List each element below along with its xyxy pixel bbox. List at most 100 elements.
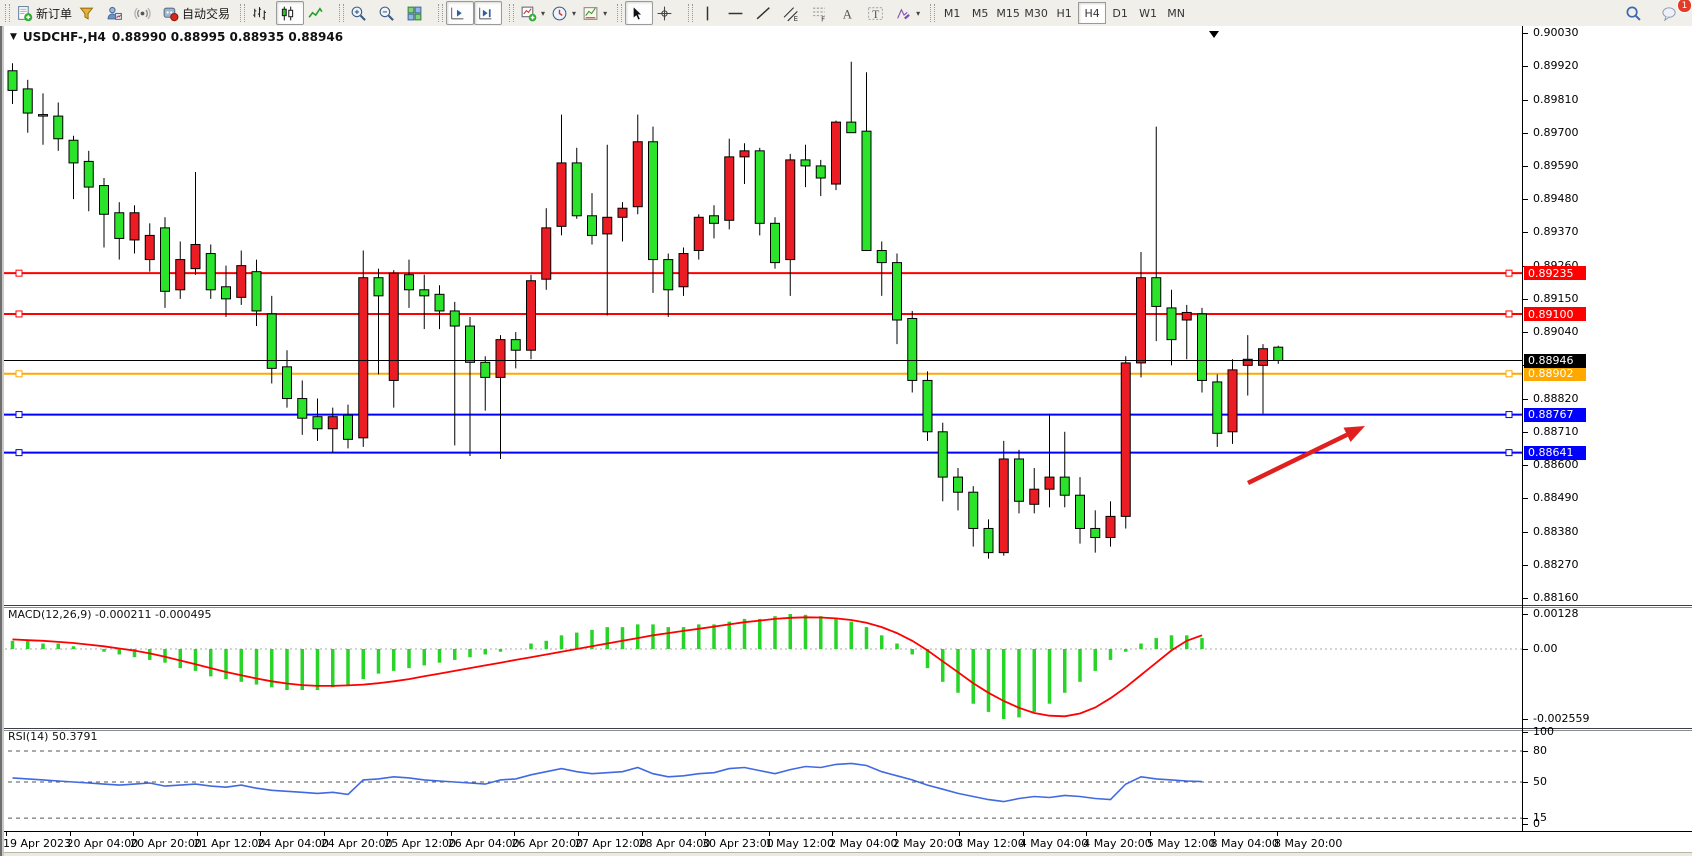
price-label-resistance-line: 0.89235 (1524, 266, 1586, 281)
text-button[interactable]: A (836, 1, 864, 25)
candle-body (617, 207, 628, 218)
timeframe-m15-button[interactable]: M15 (996, 6, 1020, 20)
new-order-button[interactable]: 新订单 (13, 1, 75, 25)
line-anchor-handle[interactable] (1505, 370, 1513, 378)
chevron-down-icon[interactable]: ▼ (10, 32, 17, 42)
line-anchor-handle[interactable] (15, 310, 23, 318)
timeframe-group: M1 M5 M15 M30 H1 H4 D1 W1 MN (925, 0, 1192, 26)
line-chart-button[interactable] (304, 1, 332, 25)
auto-trading-button[interactable]: 自动交易 (159, 1, 233, 25)
dropdown-caret-icon[interactable]: ▾ (572, 8, 577, 18)
chat-icon[interactable]: 1 (1658, 0, 1692, 25)
timeframe-h4-button[interactable]: H4 (1078, 2, 1107, 24)
line-anchor-handle[interactable] (1505, 269, 1513, 277)
templates-button[interactable]: ▾ (579, 1, 610, 25)
candle-body (358, 277, 369, 439)
dropdown-caret-icon[interactable]: ▾ (541, 8, 546, 18)
candle-body (388, 272, 399, 381)
line-anchor-handle[interactable] (15, 411, 23, 419)
support-line[interactable] (0, 411, 1522, 419)
time-label: 26 Apr 04:00 (447, 837, 520, 850)
zoom-in-button[interactable] (347, 1, 375, 25)
resistance-line[interactable] (0, 310, 1522, 318)
auto-scroll-button[interactable] (446, 1, 475, 25)
candle-body (7, 70, 18, 91)
crosshair-button[interactable] (653, 1, 681, 25)
profiles-button[interactable] (103, 1, 131, 25)
candle-body (983, 527, 994, 554)
horizontal-line-button[interactable] (724, 1, 752, 25)
timeframe-m1-button[interactable]: M1 (943, 6, 961, 20)
price-tick (1523, 165, 1528, 167)
price-axis[interactable]: 0.90030 0.89920 0.89810 0.89700 0.89590 0.894… (1523, 26, 1692, 831)
price-tick-label: 0.88380 (1533, 524, 1579, 538)
label-icon: T (867, 5, 884, 22)
price-tick-label: 0.89700 (1533, 125, 1579, 139)
candle-body (205, 253, 216, 291)
timeframe-h1-button[interactable]: H1 (1056, 6, 1072, 20)
candle (1120, 356, 1131, 529)
equidistant-channel-button[interactable]: E (780, 1, 808, 25)
timeframe-w1-button[interactable]: W1 (1139, 6, 1158, 20)
chart-shift-button[interactable] (474, 1, 503, 25)
candle-body (251, 271, 262, 312)
resistance-line[interactable] (0, 269, 1522, 277)
line-anchor-handle[interactable] (15, 449, 23, 457)
svg-text:T: T (872, 7, 879, 20)
line-anchor-handle[interactable] (15, 370, 23, 378)
line-anchor-handle[interactable] (15, 269, 23, 277)
timeframe-d1-button[interactable]: D1 (1112, 6, 1128, 20)
vertical-line-button[interactable] (696, 1, 724, 25)
time-label: 2 May 20:00 (892, 837, 962, 850)
dropdown-caret-icon[interactable]: ▾ (603, 8, 608, 18)
candle (221, 265, 231, 317)
bar-chart-button[interactable] (248, 1, 276, 25)
candle-body (343, 414, 353, 440)
line-anchor-handle[interactable] (1505, 411, 1513, 419)
tile-windows-button[interactable] (403, 1, 431, 25)
text-label-button[interactable]: T (864, 1, 892, 25)
candlestick-chart-button[interactable] (276, 1, 305, 25)
time-axis[interactable]: 19 Apr 2023 20 Apr 04:00 20 Apr 20:00 21 Ap… (0, 831, 1692, 852)
clock-icon (551, 5, 568, 22)
candle-body (800, 159, 811, 167)
candle-body (846, 121, 857, 134)
line-anchor-handle[interactable] (1505, 449, 1513, 457)
trend-arrow[interactable] (1247, 426, 1365, 486)
add-indicator-icon (520, 5, 537, 22)
toolbar-right: 1 (1622, 0, 1692, 26)
price-label-support-line: 0.88767 (1524, 407, 1586, 422)
price-tick (1523, 33, 1528, 34)
signals-button[interactable] (131, 1, 159, 25)
pane-divider[interactable] (0, 605, 1692, 606)
line-anchor-handle[interactable] (1505, 310, 1513, 318)
timeframe-mn-button[interactable]: MN (1167, 6, 1185, 20)
timeframe-m5-button[interactable]: M5 (971, 6, 989, 20)
arrows-button[interactable]: ▾ (892, 1, 923, 25)
add-indicator-button[interactable]: ▾ (517, 1, 548, 25)
cursor-button[interactable] (625, 1, 654, 25)
funnel-button[interactable] (75, 1, 103, 25)
dropdown-caret-icon[interactable]: ▾ (916, 8, 921, 18)
macd-tick (1523, 719, 1528, 720)
trendline-button[interactable] (752, 1, 780, 25)
tile-icon (406, 5, 423, 22)
price-tick-label: 0.88600 (1533, 458, 1579, 471)
fibonacci-button[interactable]: F (808, 1, 836, 25)
candle (38, 93, 48, 145)
zoom-out-button[interactable] (375, 1, 403, 25)
chart-shift-marker[interactable] (1209, 31, 1219, 38)
support-line[interactable] (0, 449, 1522, 457)
periods-button[interactable]: ▾ (548, 1, 579, 25)
pivot-line[interactable] (0, 370, 1522, 378)
rsi-tick-label: 50 (1533, 775, 1547, 788)
pane-divider[interactable] (0, 728, 1692, 729)
search-icon[interactable] (1622, 1, 1650, 25)
candle-body (53, 115, 64, 140)
candle-body (1227, 369, 1238, 433)
price-tick (1523, 531, 1528, 533)
macd-tick-label: -0.002559 (1533, 712, 1590, 725)
fibonacci-icon: F (811, 5, 828, 22)
candle (724, 138, 735, 230)
timeframe-m30-button[interactable]: M30 (1024, 6, 1048, 20)
